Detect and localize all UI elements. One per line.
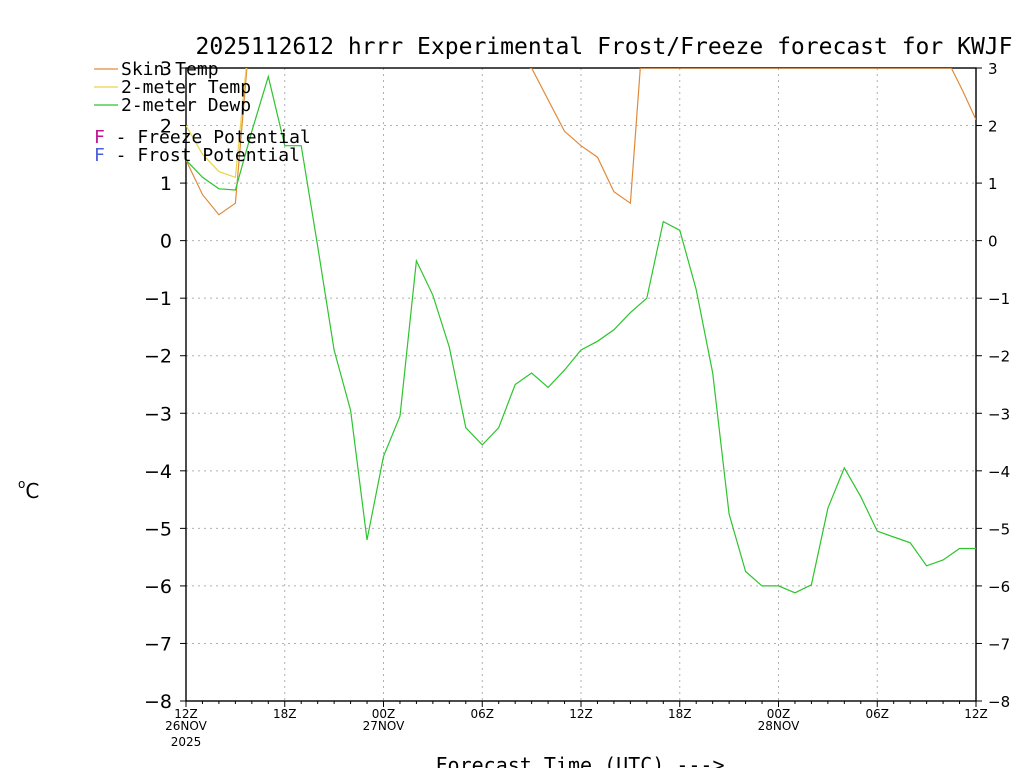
y-tick-labels: 3 3 2 2 1 1 0 0 −1 −1 −2 −2 −3 −3 −4 −4 −5 −5 −6 −6 −7 −7 −8 −8 — [144, 58, 1010, 713]
potential-legend-letter: F — [94, 127, 105, 148]
x-tick-date-label: 27NOV — [363, 719, 405, 733]
y-tick-label-right: −3 — [988, 405, 1010, 423]
legend-label: Skin Temp — [121, 59, 219, 80]
legend-label: 2-meter Dewp — [121, 95, 251, 116]
potential-legend-letter: F — [94, 145, 105, 166]
y-tick-label-left: 2 — [160, 116, 172, 138]
y-tick-label-left: −1 — [144, 288, 172, 310]
y-tick-label-right: 0 — [988, 233, 998, 251]
y-tick-label-right: −8 — [988, 693, 1010, 711]
y-tick-label-right: −6 — [988, 578, 1010, 596]
x-tick-label: 18Z — [273, 707, 297, 721]
y-axis-label: oC — [18, 477, 39, 503]
potential-legend-entry: F - Frost Potential — [94, 145, 300, 166]
x-tick-year-label: 2025 — [171, 735, 202, 749]
y-tick-label-left: 0 — [160, 231, 172, 253]
y-tick-label-right: 3 — [988, 60, 998, 78]
legend-label: 2-meter Temp — [121, 77, 251, 98]
x-tick-label: 12Z — [174, 707, 198, 721]
x-tick-label: 00Z — [767, 707, 791, 721]
y-tick-label-left: −7 — [144, 633, 172, 655]
y-tick-label-left: 1 — [160, 173, 172, 195]
series-line-2-meter-dewp — [186, 74, 976, 594]
potential-legend-label: - Frost Potential — [105, 145, 300, 166]
x-tick-label: 12Z — [964, 707, 988, 721]
chart-title: 2025112612 hrrr Experimental Frost/Freez… — [196, 34, 1013, 60]
x-tick-label: 18Z — [668, 707, 692, 721]
y-axis-label-degree: o — [18, 477, 25, 491]
y-tick-label-right: 2 — [988, 118, 998, 136]
x-tick-date-label: 28NOV — [758, 719, 800, 733]
y-tick-label-left: −6 — [144, 576, 172, 598]
y-tick-label-left: 3 — [160, 58, 172, 80]
potential-legend-label: - Freeze Potential — [105, 127, 311, 148]
x-tick-label: 06Z — [471, 707, 495, 721]
x-tick-date-label: 26NOV — [165, 719, 207, 733]
x-tick-label: 12Z — [569, 707, 593, 721]
series-line-skin-temp — [186, 68, 976, 216]
y-tick-label-right: −1 — [988, 290, 1010, 308]
series-lines — [186, 68, 976, 594]
y-tick-label-left: −2 — [144, 346, 172, 368]
x-axis-label: Forecast Time (UTC) ---> — [436, 753, 725, 768]
y-tick-label-left: −8 — [144, 691, 172, 713]
axes — [180, 67, 982, 707]
y-tick-label-left: −5 — [144, 518, 172, 540]
y-tick-label-left: −4 — [144, 461, 172, 483]
y-axis-label-unit: C — [25, 479, 39, 503]
y-tick-label-right: −7 — [988, 635, 1010, 653]
y-tick-label-right: −4 — [988, 463, 1010, 481]
series-line-2-meter-temp — [186, 68, 247, 179]
y-tick-label-right: −2 — [988, 348, 1010, 366]
y-tick-label-right: 1 — [988, 175, 998, 193]
x-tick-label: 06Z — [866, 707, 890, 721]
potential-legend-entry: F - Freeze Potential — [94, 127, 311, 148]
x-tick-label: 00Z — [372, 707, 396, 721]
y-tick-label-right: −5 — [988, 520, 1010, 538]
plot-frame — [185, 67, 977, 702]
y-tick-label-left: −3 — [144, 403, 172, 425]
